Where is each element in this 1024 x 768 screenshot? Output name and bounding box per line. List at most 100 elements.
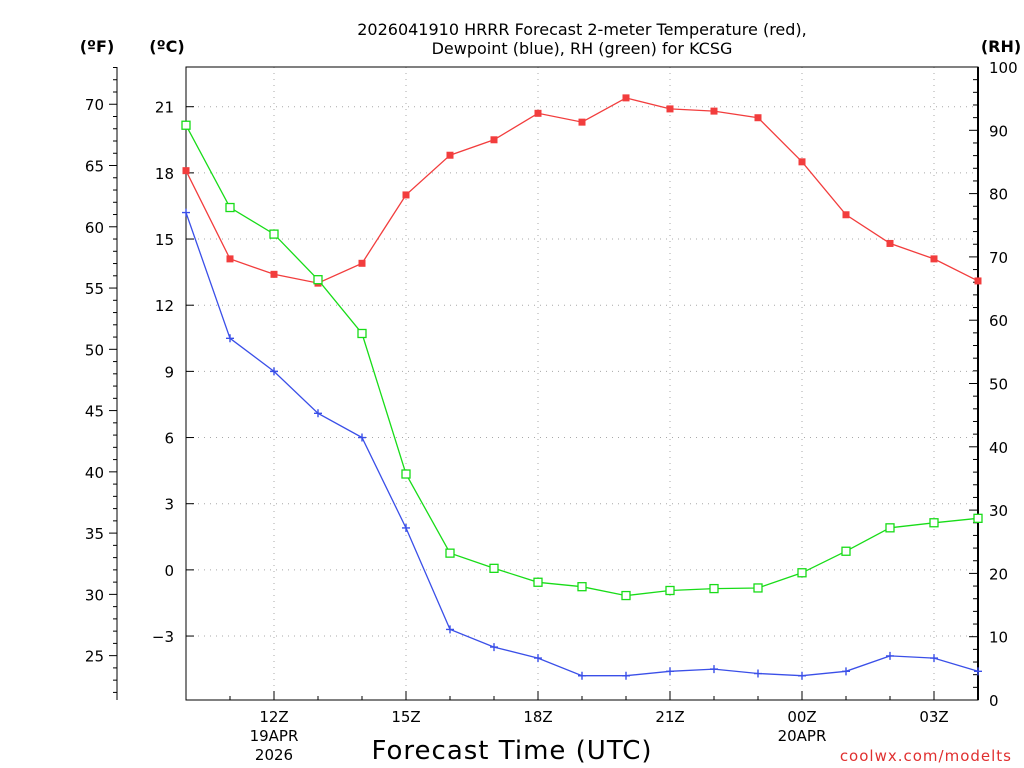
dewpoint-marker <box>842 667 850 676</box>
rh-marker <box>313 275 323 285</box>
rh-marker <box>973 513 983 523</box>
temperature-marker <box>622 94 630 102</box>
dewpoint-marker <box>798 671 806 680</box>
dewpoint-marker <box>402 523 410 532</box>
x-tick-label: 18Z <box>523 708 552 726</box>
x-tick-label: 12Z <box>259 708 288 726</box>
gridlines <box>186 67 978 700</box>
rh-marker <box>401 469 411 479</box>
chart-title-line-2: Dewpoint (blue), RH (green) for KCSG <box>432 39 733 58</box>
celsius-tick-label: −3 <box>152 628 174 646</box>
rh-tick-label: 40 <box>989 439 1008 457</box>
dewpoint-marker <box>534 654 542 663</box>
rh-tick-label: 50 <box>989 376 1008 394</box>
fahrenheit-tick-label: 70 <box>85 96 104 114</box>
temperature-marker <box>402 191 410 199</box>
celsius-tick-label: 6 <box>164 430 174 448</box>
dewpoint-marker <box>578 671 586 680</box>
temperature-marker <box>490 136 498 144</box>
fahrenheit-tick-label: 55 <box>85 280 104 298</box>
x-tick-label: 00Z <box>787 708 816 726</box>
plot-area-frame <box>185 66 979 701</box>
rh-tick-label: 80 <box>989 186 1008 204</box>
temperature-marker <box>886 239 894 247</box>
dewpoint-marker <box>622 671 630 680</box>
dewpoint-marker <box>710 665 718 674</box>
dewpoint-marker <box>358 433 366 442</box>
rh-marker <box>797 568 807 578</box>
celsius-tick-label: 9 <box>164 363 174 381</box>
dewpoint-marker <box>446 625 454 634</box>
dewpoint-marker <box>754 669 762 678</box>
fahrenheit-tick-label: 60 <box>85 219 104 237</box>
dewpoint-marker <box>314 409 322 418</box>
temperature-marker <box>534 109 542 117</box>
celsius-tick-label: 12 <box>155 297 174 315</box>
rh-tick-label: 10 <box>989 629 1008 647</box>
rh-marker <box>225 202 235 213</box>
dewpoint-marker <box>886 651 894 660</box>
rh-tick-label: 70 <box>989 249 1008 267</box>
temperature-marker <box>226 255 234 263</box>
temperature-marker <box>798 158 806 166</box>
temperature-marker <box>578 118 586 126</box>
rh-tick-label: 60 <box>989 312 1008 330</box>
rh-marker <box>929 518 939 528</box>
temperature-marker <box>930 255 938 263</box>
temperature-marker <box>754 114 762 122</box>
rh-marker <box>753 583 763 593</box>
dewpoint-marker <box>182 208 190 217</box>
fahrenheit-tick-label: 40 <box>85 464 104 482</box>
rh-tick-label: 100 <box>989 59 1018 77</box>
fahrenheit-tick-label: 65 <box>85 158 104 176</box>
fahrenheit-tick-label: 25 <box>85 648 104 666</box>
rh-marker <box>885 523 895 533</box>
fahrenheit-tick-label: 45 <box>85 403 104 421</box>
chart-title-line-1: 2026041910 HRRR Forecast 2-meter Tempera… <box>357 20 807 39</box>
rh-marker <box>533 577 543 587</box>
temperature-marker <box>710 107 718 115</box>
temperature-marker <box>182 167 190 175</box>
rh-marker <box>709 583 719 594</box>
celsius-tick-label: 18 <box>155 165 174 183</box>
dewpoint-marker <box>226 334 234 343</box>
dewpoint-marker <box>974 667 982 676</box>
celsius-unit-label: (ºC) <box>149 37 184 56</box>
dewpoint-marker <box>270 367 278 376</box>
rh-marker <box>181 120 191 130</box>
temperature-marker <box>974 277 982 285</box>
rh-marker <box>577 582 587 592</box>
x-tick-label: 15Z <box>391 708 420 726</box>
rh-tick-label: 30 <box>989 502 1008 520</box>
rh-unit-label: (RH) <box>981 37 1021 56</box>
rh-marker <box>665 585 675 596</box>
celsius-tick-label: 15 <box>155 231 174 249</box>
temperature-marker <box>358 259 366 267</box>
rh-marker <box>841 546 851 556</box>
x-axis-title: Forecast Time (UTC) <box>371 736 652 766</box>
dewpoint-marker <box>666 667 674 676</box>
dewpoint-marker <box>930 654 938 663</box>
rh-marker <box>445 548 455 558</box>
rh-marker <box>357 328 367 339</box>
rh-tick-label: 90 <box>989 122 1008 140</box>
fahrenheit-tick-label: 30 <box>85 586 104 604</box>
x-tick-label: 2026 <box>255 746 293 764</box>
x-tick-label: 21Z <box>655 708 684 726</box>
rh-marker <box>269 229 279 239</box>
fahrenheit-unit-label: (ºF) <box>80 37 115 56</box>
celsius-tick-label: 3 <box>164 496 174 514</box>
celsius-tick-label: 21 <box>155 99 174 117</box>
celsius-tick-label: 0 <box>164 562 174 580</box>
temperature-marker <box>842 211 850 219</box>
rh-marker <box>489 563 499 573</box>
fahrenheit-tick-label: 50 <box>85 341 104 359</box>
x-tick-label: 03Z <box>919 708 948 726</box>
data-series <box>181 94 983 680</box>
rh-marker <box>621 590 631 601</box>
credit-text: coolwx.com/modelts <box>840 747 1012 765</box>
rh-tick-label: 20 <box>989 565 1008 583</box>
temperature-marker <box>270 270 278 278</box>
